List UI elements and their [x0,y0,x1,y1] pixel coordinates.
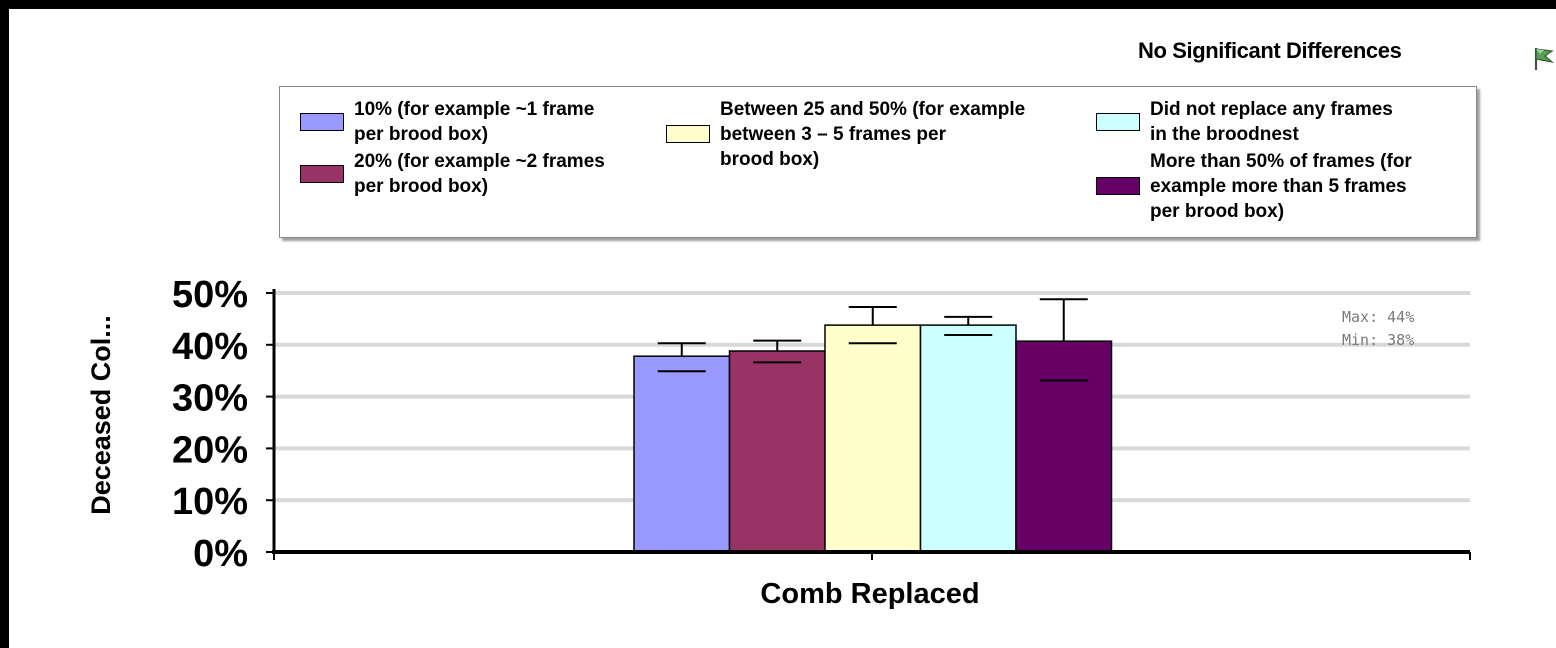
bar [919,324,1017,553]
bar [633,355,731,553]
x-axis-label: Comb Replaced [760,578,980,610]
bar [824,324,922,553]
legend-swatch [1096,177,1140,195]
max-text: Max: 44% [1342,308,1415,326]
bar [728,350,826,553]
legend-swatch [666,125,710,143]
legend-swatch [300,165,344,183]
legend-label: 20% (for example ~2 frames per brood box… [354,151,605,197]
y-axis-label: Deceased Col... [86,315,116,515]
legend-label: More than 50% of frames (for example mor… [1150,151,1412,222]
legend-label: 10% (for example ~1 frame per brood box) [354,99,595,145]
min-max-annotation: Max: 44% Min: 38% [1342,306,1414,352]
chart-legend: 10% (for example ~1 frame per brood box)… [279,86,1477,238]
legend-swatch [1096,113,1140,131]
significance-status: No Significant Differences [1138,38,1402,63]
y-tick-label: 20% [172,429,248,471]
flag-icon[interactable] [1528,44,1556,72]
y-tick-label: 50% [172,274,248,316]
bar [1015,340,1113,553]
y-tick-label: 10% [172,481,248,523]
y-tick-label: 0% [193,533,248,575]
y-tick-label: 30% [172,378,248,420]
legend-swatch [300,113,344,131]
y-tick-label: 40% [172,326,248,368]
legend-label: Between 25 and 50% (for example between … [720,99,1026,170]
y-axis-label-wrap: Deceased Col... [84,285,118,545]
min-text: Min: 38% [1342,331,1415,349]
legend-label: Did not replace any frames in the broodn… [1150,99,1393,145]
